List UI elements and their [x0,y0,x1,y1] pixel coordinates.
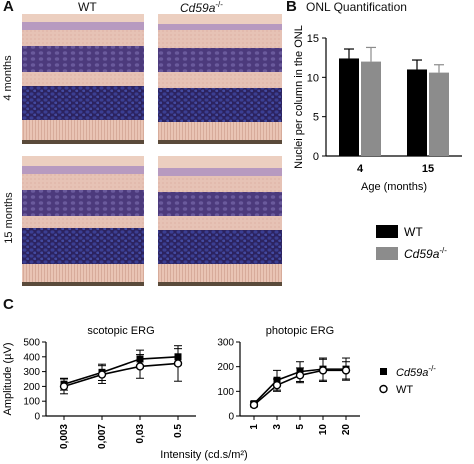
micrograph-wt-4-months [22,14,144,144]
x-tick-label: 5 [295,424,306,430]
data-point [295,371,305,380]
x-tick-label: 10 [318,424,329,436]
y-tick-label: 400 [23,352,40,363]
x-tick-label: 0,003 [59,424,70,449]
micrograph-ko-15-months [158,156,282,286]
micrograph-wt-15-months [22,156,144,286]
data-point [97,370,107,379]
y-tick-label: 200 [23,382,40,393]
y-tick-label: 15 [307,33,319,45]
column-header-ko: Cd59a-/- [180,0,223,15]
x-tick-label: 0,03 [135,424,146,444]
legend-label-wt: WT [396,384,413,396]
legend-marker-square [380,368,387,375]
legend-marker-circle [379,384,388,394]
data-point [135,362,145,371]
x-tick-label: 4 [357,163,364,175]
data-point [341,366,351,375]
y-axis-title: Amplitude (µV) [2,343,14,416]
data-point [173,359,183,368]
x-tick-label: 1 [249,424,260,430]
bar [407,69,427,156]
y-tick-label: 0 [313,151,319,163]
data-point [249,400,259,410]
y-tick-label: 300 [217,338,234,349]
y-tick-label: 5 [313,112,319,124]
y-tick-label: 0 [228,412,234,423]
bar [361,61,381,156]
data-point [59,382,69,391]
panel-c-letter: C [3,296,14,313]
x-axis-title: Age (months) [361,181,427,193]
data-point [272,380,282,390]
x-tick-label: 15 [422,163,434,175]
x-tick-label: 0,007 [97,424,108,449]
column-header-wt: WT [78,0,97,14]
legend-label: Cd59a-/- [404,246,447,261]
chart-title: photopic ERG [266,325,334,337]
data-point [318,366,328,375]
panel-b-title: ONL Quantification [306,0,407,14]
chart-title: scotopic ERG [87,325,154,337]
y-axis-title: Nuclei per column in the ONL [293,25,305,169]
panel-a-letter: A [3,0,14,15]
legend-label: WT [404,225,423,239]
x-axis-title: Intensity (cd.s/m²) [160,449,247,461]
micrograph-ko-4-months [158,14,282,144]
panel-b-letter: B [286,0,297,15]
bar [429,72,449,156]
y-tick-label: 300 [23,367,40,378]
y-tick-label: 500 [23,338,40,349]
x-tick-label: 0.5 [173,424,184,438]
series-line [63,362,179,388]
series-line [63,356,179,385]
y-tick-label: 10 [307,72,319,84]
y-tick-label: 100 [217,387,234,398]
legend-label-ko: Cd59a-/- [396,364,436,379]
legend-swatch [376,247,398,260]
x-tick-label: 3 [272,424,283,430]
bar [339,58,359,156]
legend-swatch [376,225,398,238]
y-tick-label: 0 [34,412,40,423]
onl-bar-chart: 0 5 10 15 4 15 Age (months) Nuclei per column i… [293,25,462,261]
histology-panel [22,14,282,286]
y-tick-label: 200 [217,362,234,373]
x-tick-label: 20 [341,424,352,436]
y-tick-label: 100 [23,397,40,408]
